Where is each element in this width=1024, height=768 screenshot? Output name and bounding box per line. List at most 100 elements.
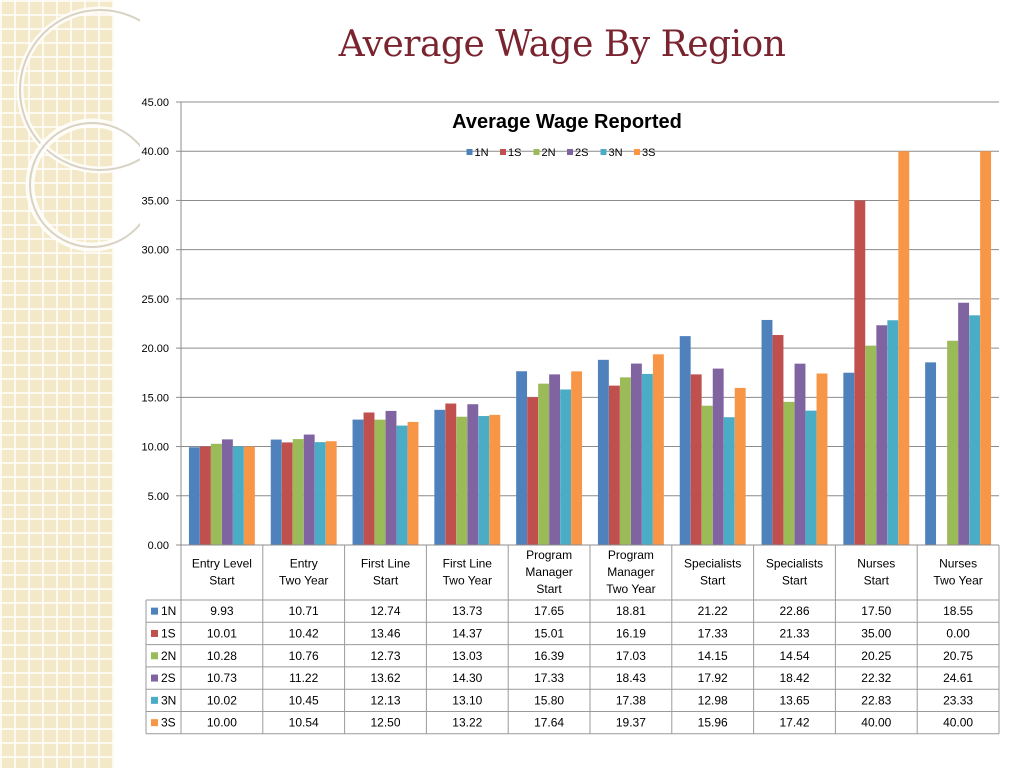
- category-label: Two Year: [279, 574, 328, 588]
- table-cell-value: 14.54: [779, 649, 809, 663]
- bar-3S-8: [898, 151, 910, 545]
- table-row-swatch-3N: [151, 696, 158, 704]
- bar-2N-0: [210, 443, 222, 545]
- bar-2N-5: [619, 377, 631, 545]
- table-row-swatch-1S: [151, 629, 158, 637]
- bar-1N-0: [188, 447, 200, 545]
- bar-1S-2: [363, 412, 375, 545]
- bar-2N-1: [292, 439, 304, 545]
- legend-swatch-1N: [466, 149, 473, 155]
- table-cell-value: 18.55: [943, 604, 973, 618]
- bar-2S-9: [958, 302, 970, 545]
- category-label: Two Year: [933, 574, 982, 588]
- bar-3N-6: [723, 417, 735, 545]
- table-cell-value: 21.22: [698, 604, 728, 618]
- legend-swatch-3S: [634, 149, 640, 155]
- table-cell-value: 13.22: [452, 716, 482, 730]
- table-cell-value: 17.03: [616, 649, 646, 663]
- table-row-swatch-3S: [151, 719, 158, 727]
- y-tick-label: 35.00: [141, 195, 169, 207]
- legend-label-1N: 1N: [475, 147, 489, 159]
- bar-3S-7: [816, 373, 828, 545]
- table-cell-value: 17.92: [698, 671, 728, 685]
- y-tick-label: 15.00: [141, 392, 169, 404]
- bar-2S-1: [303, 434, 315, 545]
- bar-3N-5: [641, 373, 653, 545]
- table-cell-value: 12.73: [370, 649, 400, 663]
- table-cell-value: 19.37: [616, 716, 646, 730]
- bar-1S-0: [199, 446, 211, 545]
- bar-3N-0: [232, 446, 244, 545]
- bar-3N-3: [478, 416, 490, 545]
- category-label: Nurses: [939, 557, 977, 571]
- table-cell-value: 17.64: [534, 716, 564, 730]
- table-cell-value: 14.15: [698, 649, 728, 663]
- bar-1S-3: [445, 403, 457, 545]
- data-table: Entry Level Start Entry Two Year First Line S…: [145, 545, 1000, 735]
- table-row-label-1S: 1S: [161, 626, 176, 640]
- bar-3S-5: [652, 354, 664, 545]
- bar-2N-2: [374, 419, 386, 545]
- table-row-swatch-2N: [151, 652, 158, 660]
- table-cell-value: 10.54: [289, 716, 319, 730]
- bar-3N-2: [396, 425, 408, 545]
- table-cell-value: 10.76: [289, 649, 319, 663]
- table-row-label-3N: 3N: [161, 693, 176, 707]
- bar-3S-6: [734, 387, 746, 545]
- legend-swatch-2N: [533, 149, 540, 155]
- category-label: Two Year: [443, 574, 492, 588]
- bar-2S-6: [712, 368, 724, 545]
- legend-label-3N: 3N: [609, 147, 623, 159]
- decorative-rings: [16, 6, 140, 252]
- bar-1N-7: [761, 319, 773, 545]
- table-cell-value: 12.98: [698, 693, 728, 707]
- table-cell-value: 10.28: [207, 649, 237, 663]
- bar-1S-6: [690, 374, 702, 545]
- y-tick-label: 40.00: [141, 146, 169, 158]
- bar-1N-8: [843, 372, 855, 545]
- table-cell-value: 17.33: [534, 671, 564, 685]
- table-cell-value: 13.73: [452, 604, 482, 618]
- table-cell-value: 17.50: [861, 604, 891, 618]
- chart-title: Average Wage Reported: [452, 111, 682, 133]
- table-cell-value: 12.50: [370, 716, 400, 730]
- y-tick-label: 5.00: [148, 491, 169, 503]
- category-label: Start: [373, 574, 399, 588]
- table-cell-value: 10.71: [289, 604, 319, 618]
- legend-label-1S: 1S: [508, 147, 521, 159]
- table-cell-value: 9.93: [210, 604, 234, 618]
- legend-swatch-1S: [500, 149, 506, 155]
- table-row-swatch-2S: [151, 674, 158, 682]
- table-row-label-2S: 2S: [161, 671, 176, 685]
- table-cell-value: 20.75: [943, 649, 973, 663]
- table-cell-value: 13.65: [779, 693, 809, 707]
- decorative-grid-strip: [0, 0, 114, 768]
- table-cell-value: 18.42: [779, 671, 809, 685]
- bar-3S-4: [571, 371, 583, 545]
- bar-1N-4: [516, 371, 528, 545]
- table-cell-value: 40.00: [943, 716, 973, 730]
- table-cell-value: 10.02: [207, 693, 237, 707]
- bar-3N-4: [560, 389, 572, 545]
- table-cell-value: 21.33: [779, 626, 809, 640]
- bar-2N-3: [456, 416, 468, 545]
- bar-3N-8: [887, 320, 899, 545]
- y-tick-label: 10.00: [141, 442, 169, 454]
- table-cell-value: 22.86: [779, 604, 809, 618]
- y-tick-label: 20.00: [141, 343, 169, 355]
- category-label: Start: [209, 574, 235, 588]
- table-cell-value: 22.83: [861, 693, 891, 707]
- table-cell-value: 17.42: [779, 716, 809, 730]
- bar-3S-9: [980, 151, 992, 545]
- y-tick-label: 45.00: [141, 97, 169, 109]
- table-cell-value: 10.42: [289, 626, 319, 640]
- bar-3S-0: [243, 446, 255, 545]
- bar-1N-6: [679, 336, 691, 545]
- table-cell-value: 10.73: [207, 671, 237, 685]
- legend-label-2N: 2N: [542, 147, 556, 159]
- bar-1S-4: [527, 397, 539, 545]
- category-label: Manager: [525, 565, 572, 579]
- table-cell-value: 12.74: [370, 604, 400, 618]
- table-cell-value: 16.19: [616, 626, 646, 640]
